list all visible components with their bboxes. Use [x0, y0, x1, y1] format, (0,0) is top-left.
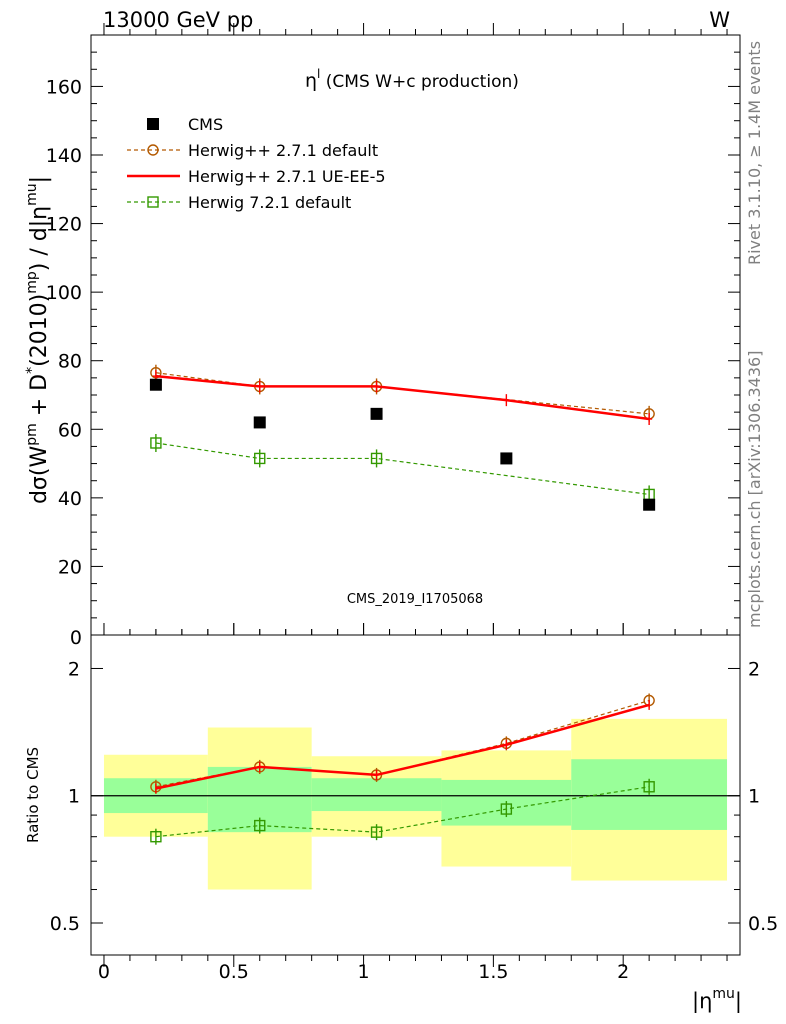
main-panel: 20 40 60 80 100 120 140 160 0 ηl (CMS W+c produc…	[24, 34, 741, 649]
data-point	[147, 144, 159, 156]
y-tick-label: 60	[58, 419, 82, 441]
ylabel-part-3: (2010)	[27, 294, 52, 367]
legend-label: Herwig++ 2.7.1 UE-EE-5	[188, 167, 386, 186]
ylabel-part-1: dσ(W	[27, 446, 52, 504]
y-tick-label: 0	[70, 627, 82, 649]
data-point	[254, 819, 266, 832]
x-axis-label: |ηmu|	[692, 986, 742, 1014]
xlabel-sup: mu	[712, 986, 735, 1002]
legend: CMS Herwig++ 2.7.1 default Herwig++ 2.7.1 …	[127, 115, 386, 212]
series-line	[155, 442, 650, 496]
x-tick-label: 0.5	[219, 961, 249, 983]
ratio-axis-ticks: 0.5 0.5 1 1 2 2	[50, 658, 778, 935]
y-tick-label: 120	[46, 214, 82, 236]
data-point	[147, 196, 159, 208]
data-point	[370, 407, 383, 420]
data-point	[147, 118, 159, 130]
xlabel-main: |η	[692, 989, 712, 1014]
data-point	[253, 416, 266, 429]
ratio-y-tick-label: 2	[68, 658, 80, 680]
x-tick-label: 0	[98, 961, 110, 983]
legend-label: Herwig 7.2.1 default	[188, 193, 351, 212]
y-tick-label: 80	[58, 351, 82, 373]
ratio-ylabel: Ratio to CMS	[24, 747, 42, 843]
rivet-label: Rivet 3.1.10, ≥ 1.4M events	[745, 41, 764, 265]
series-line	[155, 374, 650, 421]
ratio-panel: 0.5 0.5 1 1 2 2 Ratio to CMS	[24, 634, 778, 956]
x-tick-label: 2	[617, 961, 629, 983]
ratio-y-tick-label: 1	[68, 786, 80, 808]
ylabel-part-5: |	[27, 176, 52, 183]
plot-title-main: η	[305, 70, 317, 92]
header-left: 13000 GeV pp	[103, 8, 253, 32]
series-line	[155, 372, 650, 415]
data-point	[370, 826, 383, 838]
x-tick-label: 1.5	[478, 961, 508, 983]
ylabel-part-4: ) / d|η	[27, 206, 52, 271]
ylabel-sup-4: mu	[24, 183, 40, 206]
ratio-band-inner	[311, 778, 442, 812]
header-right: W	[709, 8, 730, 32]
plot-title: ηl (CMS W+c production)	[305, 67, 519, 92]
data-point	[643, 498, 656, 511]
main-ylabel: dσ(Wpm + D*(2010)mp) / d|ηmu|	[24, 176, 52, 504]
x-axis-ticks: 0 0.5 1 1.5 2	[98, 23, 728, 983]
ylabel-sup-1: pm	[24, 423, 40, 446]
ylabel-part-2: + D	[27, 374, 52, 423]
y-tick-label: 20	[58, 556, 82, 578]
series-line	[155, 786, 650, 838]
legend-label: CMS	[188, 115, 223, 134]
plot-title-rest: (CMS W+c production)	[320, 72, 519, 92]
ratio-y-tick-label: 0.5	[50, 913, 80, 935]
ylabel-sup-3: mp	[24, 271, 40, 294]
xlabel-end: |	[735, 989, 742, 1014]
ratio-y-tick-label-right: 0.5	[748, 913, 778, 935]
watermark: CMS_2019_I1705068	[347, 592, 483, 607]
mcplots-label: mcplots.cern.ch [arXiv:1306.3436]	[745, 351, 764, 628]
plot-title-sup: l	[317, 67, 320, 81]
data-point	[150, 830, 162, 843]
data-point	[643, 781, 655, 793]
legend-label: Herwig++ 2.7.1 default	[188, 141, 378, 160]
ratio-y-tick-label-right: 1	[748, 786, 760, 808]
x-tick-label: 1	[358, 961, 370, 983]
y-tick-label: 140	[46, 145, 82, 167]
data-point	[254, 452, 266, 465]
y-tick-label: 100	[46, 282, 82, 304]
ratio-y-tick-label-right: 2	[748, 658, 760, 680]
ratio-series	[150, 693, 655, 845]
ratio-bands	[103, 718, 728, 890]
y-tick-label: 40	[58, 488, 82, 510]
main-axis-ticks: 20 40 60 80 100 120 140 160 0	[46, 51, 740, 649]
data-point	[500, 452, 513, 465]
ylabel-sup-2: *	[24, 367, 40, 374]
data-point	[149, 378, 162, 391]
main-series	[149, 364, 656, 511]
data-point	[370, 452, 383, 465]
y-tick-label: 160	[46, 76, 82, 98]
data-point	[500, 803, 513, 815]
data-point	[150, 437, 162, 449]
